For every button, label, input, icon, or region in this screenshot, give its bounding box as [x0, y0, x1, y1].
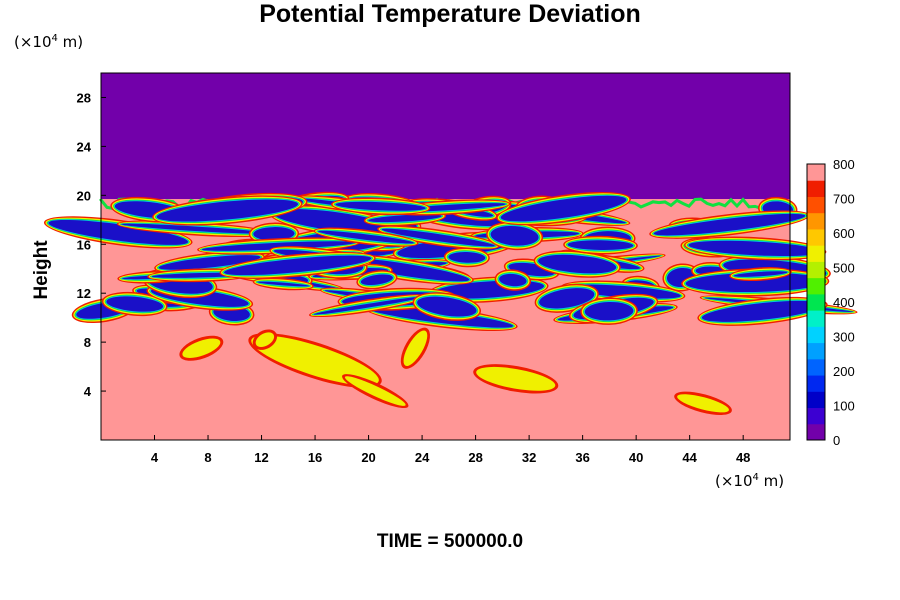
plume — [473, 364, 559, 394]
y-tick-label: 28 — [77, 90, 91, 105]
turbulent-blob — [580, 297, 638, 325]
turbulent-blob — [43, 216, 193, 249]
colorbar-swatch — [807, 261, 825, 279]
y-axis-unit: (×104 m) — [14, 33, 84, 51]
plume — [179, 335, 224, 361]
x-tick-label: 12 — [254, 450, 268, 465]
turbulent-blob — [152, 195, 303, 226]
plume — [342, 374, 409, 409]
turbulent-blob — [649, 210, 810, 239]
colorbar-swatch — [807, 375, 825, 392]
turbulent-blob — [496, 191, 631, 226]
colorbar-tick-label: 300 — [833, 330, 855, 345]
y-tick-label: 8 — [84, 335, 91, 350]
colorbar-tick-label: 500 — [833, 261, 855, 276]
colorbar-swatch — [807, 228, 825, 246]
chart-title: Potential Temperature Deviation — [259, 0, 641, 28]
x-tick-label: 40 — [629, 450, 643, 465]
turbulent-blob — [486, 221, 544, 251]
colorbar-swatch — [807, 277, 825, 295]
colorbar-tick-label: 800 — [833, 157, 855, 172]
turbulent-blob — [729, 267, 792, 282]
turbulent-blob — [147, 268, 253, 283]
colorbar-swatch — [807, 407, 825, 425]
x-tick-label: 24 — [415, 450, 430, 465]
colorbar-swatch — [807, 310, 825, 327]
x-tick-label: 28 — [468, 450, 482, 465]
turbulent-blob — [534, 283, 599, 313]
x-tick-label: 32 — [522, 450, 536, 465]
colorbar-tick-label: 600 — [833, 226, 855, 241]
turbulent-blob — [197, 237, 361, 255]
turbulent-blob — [101, 291, 168, 317]
turbulent-blob — [697, 296, 828, 326]
turbulent-blob — [313, 227, 419, 247]
x-tick-label: 36 — [575, 450, 589, 465]
x-tick-label: 20 — [361, 450, 375, 465]
colorbar-swatch — [807, 423, 825, 441]
y-tick-label: 12 — [77, 286, 91, 301]
turbulent-blob — [494, 269, 532, 291]
x-axis-unit: (×104 m) — [715, 472, 785, 490]
time-caption: TIME = 500000.0 — [376, 531, 524, 552]
colorbar-swatch — [807, 196, 825, 214]
turbulent-blob — [116, 220, 274, 238]
plume — [252, 329, 278, 350]
colorbar-frame — [806, 163, 826, 441]
x-tick-label: 48 — [736, 450, 750, 465]
colorbar-swatch — [807, 358, 825, 376]
colorbar-swatch — [807, 164, 825, 181]
turbulent-blob — [377, 225, 500, 250]
colorbar-tick-label: 100 — [833, 399, 855, 414]
plume — [674, 391, 732, 415]
y-tick-label: 4 — [84, 384, 92, 399]
turbulent-blob — [356, 270, 398, 290]
colorbar-swatch — [807, 212, 825, 230]
x-tick-label: 44 — [682, 450, 697, 465]
turbulent-blob — [563, 235, 638, 255]
turbulent-blob — [219, 251, 376, 279]
plot-frame — [100, 72, 791, 441]
colorbar-swatch — [807, 245, 825, 262]
turbulent-blob — [252, 277, 314, 291]
y-tick-label: 20 — [77, 188, 91, 203]
colorbar-swatch — [807, 342, 825, 360]
colorbar-swatch — [807, 326, 825, 344]
colorbar-tick-label: 700 — [833, 192, 855, 207]
turbulent-blob — [268, 205, 399, 238]
colorbar-tick-label: 200 — [833, 364, 855, 379]
colorbar-tick-label: 400 — [833, 295, 855, 310]
turbulent-blob — [308, 294, 428, 318]
plume — [400, 327, 431, 369]
y-tick-label: 16 — [77, 237, 91, 252]
colorbar-swatch — [807, 293, 825, 311]
colorbar-swatch — [807, 391, 825, 409]
turbulent-blob — [412, 292, 482, 321]
y-tick-label: 24 — [77, 139, 92, 154]
colorbar-swatch — [807, 180, 825, 197]
turbulent-blob — [443, 247, 490, 268]
x-tick-label: 8 — [204, 450, 211, 465]
turbulent-blob — [154, 251, 265, 274]
colorbar-tick-label: 0 — [833, 433, 840, 448]
x-tick-label: 4 — [151, 450, 159, 465]
turbulent-blob — [533, 250, 621, 278]
x-tick-label: 16 — [308, 450, 322, 465]
upper-layer-region — [101, 73, 790, 200]
turbulent-blob — [331, 197, 431, 216]
